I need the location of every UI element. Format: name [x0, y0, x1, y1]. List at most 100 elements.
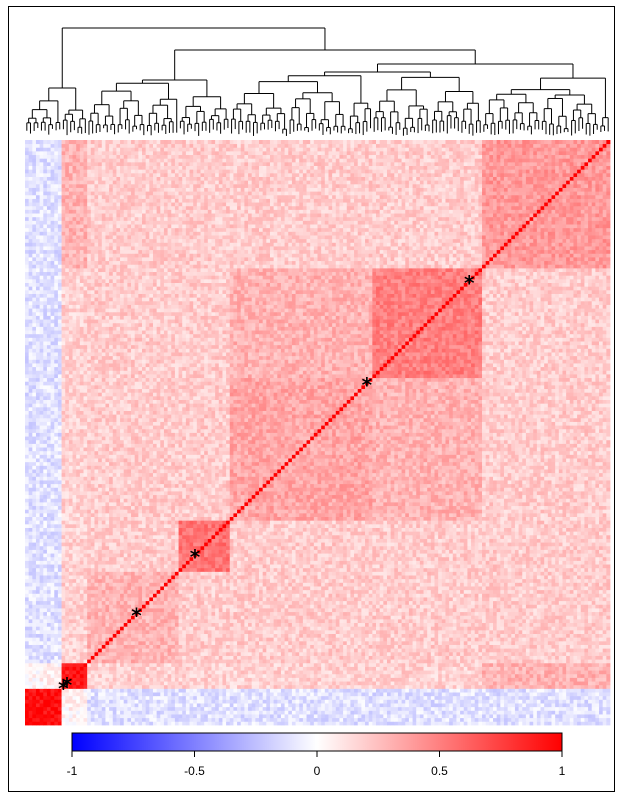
heatmap-cell: [43, 626, 47, 630]
heatmap-cell: [149, 637, 153, 641]
heatmap-cell: [80, 656, 84, 660]
heatmap-cell: [36, 685, 40, 689]
heatmap-cell: [595, 626, 599, 630]
heatmap-cell: [131, 659, 135, 663]
heatmap-cell: [548, 656, 552, 660]
heatmap-cell: [566, 710, 570, 714]
heatmap-cell: [230, 677, 234, 681]
heatmap-cell: [32, 656, 36, 660]
heatmap-cell: [467, 659, 471, 663]
heatmap-cell: [537, 630, 541, 634]
heatmap-cell: [500, 623, 504, 627]
heatmap-cell: [332, 648, 336, 652]
heatmap-cell: [603, 707, 607, 711]
heatmap-cell: [541, 648, 545, 652]
heatmap-cell: [336, 623, 340, 627]
heatmap-cell: [467, 692, 471, 696]
heatmap-cell: [138, 681, 142, 685]
heatmap-cell: [398, 681, 402, 685]
heatmap-cell: [259, 652, 263, 656]
heatmap-cell: [537, 692, 541, 696]
heatmap-cell: [365, 681, 369, 685]
heatmap-cell: [588, 630, 592, 634]
heatmap-cell: [58, 626, 62, 630]
heatmap-cell: [460, 710, 464, 714]
heatmap-cell: [32, 652, 36, 656]
heatmap-cell: [263, 630, 267, 634]
heatmap-cell: [475, 663, 479, 667]
heatmap-cell: [398, 688, 402, 692]
heatmap-cell: [281, 681, 285, 685]
heatmap-cell: [391, 688, 395, 692]
heatmap-cell: [94, 648, 98, 652]
heatmap-cell: [164, 637, 168, 641]
heatmap-cell: [336, 641, 340, 645]
heatmap-cell: [314, 707, 318, 711]
heatmap-cell: [562, 637, 566, 641]
heatmap-cell: [584, 714, 588, 718]
heatmap-cell: [193, 699, 197, 703]
heatmap-cell: [211, 721, 215, 725]
heatmap-cell: [91, 688, 95, 692]
heatmap-cell: [274, 710, 278, 714]
heatmap-cell: [219, 663, 223, 667]
heatmap-cell: [94, 681, 98, 685]
heatmap-cell: [314, 623, 318, 627]
heatmap-cell: [409, 710, 413, 714]
heatmap-cell: [595, 699, 599, 703]
heatmap-cell: [171, 623, 175, 627]
heatmap-cell: [559, 710, 563, 714]
heatmap-cell: [222, 634, 226, 638]
heatmap-cell: [193, 714, 197, 718]
heatmap-cell: [369, 685, 373, 689]
heatmap-cell: [339, 718, 343, 722]
heatmap-cell: [80, 688, 84, 692]
heatmap-cell: [504, 656, 508, 660]
heatmap-cell: [116, 648, 120, 652]
heatmap-cell: [29, 699, 33, 703]
heatmap-cell: [314, 659, 318, 663]
heatmap-cell: [405, 699, 409, 703]
heatmap-cell: [36, 656, 40, 660]
heatmap-cell: [533, 721, 537, 725]
heatmap-cell: [299, 692, 303, 696]
heatmap-cell: [573, 703, 577, 707]
heatmap-cell: [482, 718, 486, 722]
heatmap-cell: [603, 688, 607, 692]
heatmap-cell: [431, 652, 435, 656]
heatmap-cell: [402, 707, 406, 711]
heatmap-cell: [124, 648, 128, 652]
heatmap-cell: [548, 710, 552, 714]
heatmap-cell: [548, 630, 552, 634]
heatmap-cell: [255, 677, 259, 681]
heatmap-cell: [493, 718, 497, 722]
heatmap-cell: [310, 656, 314, 660]
heatmap-cell: [296, 626, 300, 630]
heatmap-cell: [369, 645, 373, 649]
heatmap-cell: [270, 677, 274, 681]
heatmap-cell: [471, 667, 475, 671]
heatmap-cell: [201, 630, 205, 634]
heatmap-cell: [208, 710, 212, 714]
heatmap-cell: [405, 718, 409, 722]
heatmap-cell: [292, 659, 296, 663]
heatmap-cell: [299, 659, 303, 663]
heatmap-cell: [266, 641, 270, 645]
heatmap-cell: [193, 648, 197, 652]
heatmap-cell: [277, 634, 281, 638]
heatmap-cell: [497, 703, 501, 707]
heatmap-cell: [383, 623, 387, 627]
heatmap-cell: [606, 710, 610, 714]
heatmap-cell: [193, 637, 197, 641]
heatmap-cell: [325, 699, 329, 703]
heatmap-cell: [211, 648, 215, 652]
heatmap-cell: [87, 685, 91, 689]
heatmap-cell: [193, 710, 197, 714]
heatmap-cell: [369, 721, 373, 725]
heatmap-cell: [350, 699, 354, 703]
heatmap-cell: [493, 623, 497, 627]
heatmap-cell: [369, 623, 373, 627]
heatmap-cell: [497, 652, 501, 656]
heatmap-cell: [577, 718, 581, 722]
heatmap-cell: [435, 637, 439, 641]
